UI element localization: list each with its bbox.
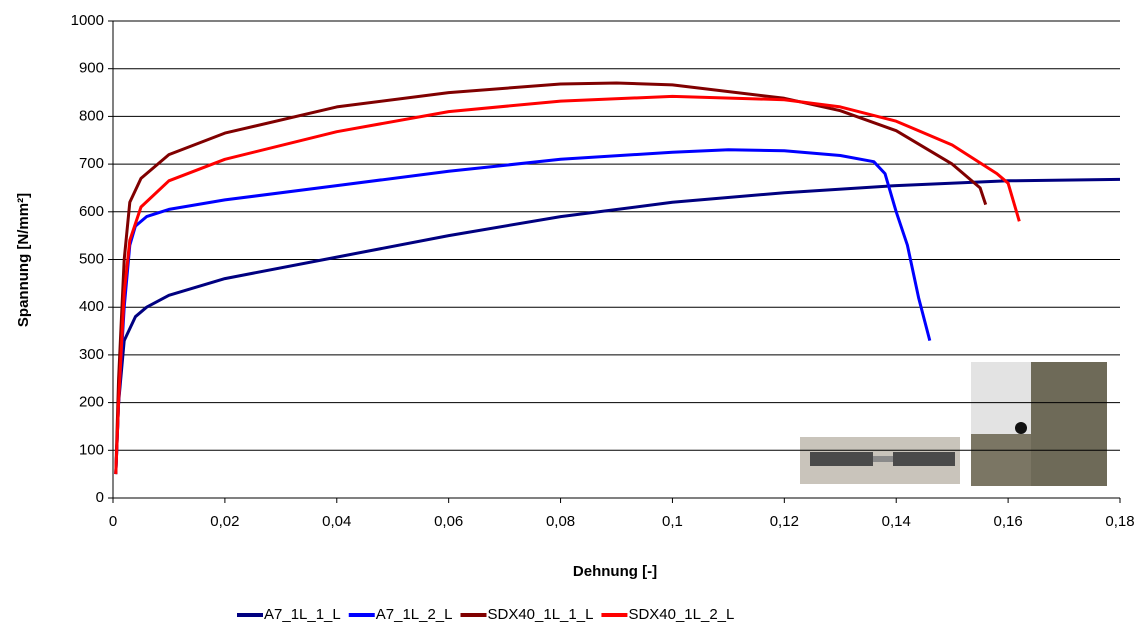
data-line xyxy=(114,148,932,475)
legend-label: SDX40_1L_1_L xyxy=(488,606,594,623)
legend-label: SDX40_1L_2_L xyxy=(628,606,734,623)
x-tick-label: 0,04 xyxy=(322,513,351,530)
y-tick-label: 400 xyxy=(79,298,104,315)
y-tick-label: 600 xyxy=(79,203,104,220)
x-tick-label: 0,1 xyxy=(662,513,683,530)
x-tick-label: 0,06 xyxy=(434,513,463,530)
x-axis-title: Dehnung [-] xyxy=(573,563,657,580)
legend-label: A7_1L_2_L xyxy=(376,606,453,623)
y-tick-label: 900 xyxy=(79,60,104,77)
data-line xyxy=(114,94,1021,475)
x-tick-label: 0,08 xyxy=(546,513,575,530)
x-tick-label: 0,16 xyxy=(994,513,1023,530)
y-tick-label: 100 xyxy=(79,441,104,458)
y-axis-title: Spannung [N/mm²] xyxy=(15,193,32,327)
y-tick-label: 0 xyxy=(96,489,104,506)
x-tick-label: 0,02 xyxy=(210,513,239,530)
photo-inset xyxy=(800,362,1107,486)
y-tick-label: 300 xyxy=(79,346,104,363)
y-tick-label: 800 xyxy=(79,107,104,124)
legend-label: A7_1L_1_L xyxy=(264,606,341,623)
y-tick-label: 200 xyxy=(79,394,104,411)
x-tick-label: 0 xyxy=(109,513,117,530)
x-tick-label: 0,12 xyxy=(770,513,799,530)
x-tick-label: 0,14 xyxy=(882,513,911,530)
data-line xyxy=(114,81,988,475)
y-tick-label: 500 xyxy=(79,250,104,267)
x-tick-label: 0,18 xyxy=(1105,513,1134,530)
y-tick-label: 1000 xyxy=(71,12,104,29)
y-tick-label: 700 xyxy=(79,155,104,172)
data-line xyxy=(114,177,1121,475)
